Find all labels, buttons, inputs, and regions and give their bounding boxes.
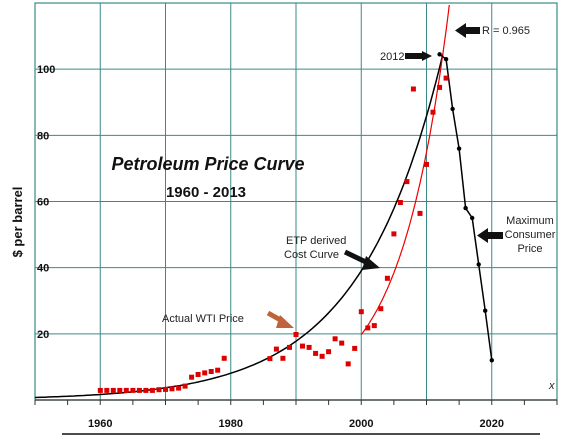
wti-price-point <box>110 387 116 393</box>
arrow-2012 <box>405 51 432 61</box>
wti-price-point <box>182 383 188 389</box>
y-tick-label: 100 <box>37 64 55 76</box>
wti-price-point <box>117 387 123 393</box>
wti-price-point <box>384 275 390 281</box>
y-tick-label: 40 <box>37 263 49 275</box>
wti-price-point <box>443 75 449 81</box>
wti-price-point <box>208 369 214 374</box>
wti-price-point <box>424 161 429 167</box>
wti-price-point <box>143 387 149 393</box>
annotation-actual-wti: Actual WTI Price <box>162 313 244 325</box>
cost-curve-point <box>456 146 462 151</box>
y-tick-label: 80 <box>37 130 49 142</box>
wti-price-point <box>365 325 371 331</box>
annotation-r-value: R = 0.965 <box>482 25 530 37</box>
wti-price-point <box>345 361 351 367</box>
wti-price-point <box>332 336 338 342</box>
wti-price-point <box>397 200 403 205</box>
cost-curve-point <box>443 57 449 62</box>
arrow-cost-curve <box>343 249 380 270</box>
wti-price-point <box>293 332 299 337</box>
etp-cost-curve <box>34 54 444 399</box>
chart-subtitle: 1960 - 2013 <box>166 184 246 201</box>
wti-price-point <box>104 387 110 393</box>
wti-price-point <box>221 355 227 361</box>
axes <box>34 399 558 435</box>
annotation-maximum: Maximum <box>506 215 554 227</box>
x-tick-label: 1980 <box>219 418 243 430</box>
wti-price-point <box>378 306 384 312</box>
wti-price-point <box>156 387 162 393</box>
wti-price-point <box>97 387 103 393</box>
wti-price-point <box>136 387 142 393</box>
y-axis-label: $ per barrel <box>10 187 25 258</box>
wti-price-point <box>326 349 332 355</box>
wti-price-point <box>195 372 201 377</box>
cost-curve-point <box>483 308 488 313</box>
cost-curve-point <box>450 106 455 112</box>
wti-price-point <box>130 387 136 393</box>
wti-price-point <box>273 346 279 352</box>
wti-price-point <box>169 386 175 392</box>
x-tick-label: 1960 <box>88 418 112 430</box>
x-tick-label: 2020 <box>480 418 504 430</box>
fit-curve <box>360 4 450 336</box>
cost-curve-point <box>463 205 468 211</box>
arrow-r-value <box>455 23 480 38</box>
wti-price-point <box>339 340 345 346</box>
wti-price-point <box>371 323 377 329</box>
wti-price-point <box>417 210 423 216</box>
wti-price-point <box>410 86 416 92</box>
wti-price-point <box>123 387 129 393</box>
annotation-price: Price <box>517 243 542 255</box>
wti-price-point <box>280 355 286 361</box>
wti-price-point <box>319 353 325 359</box>
cost-curve-point <box>470 215 475 221</box>
wti-price-point <box>287 344 292 350</box>
cost-curve-point <box>489 358 494 363</box>
cost-curve-point <box>437 52 442 57</box>
arrow-actual-wti <box>266 310 294 328</box>
data-points <box>97 52 494 393</box>
wti-price-point <box>215 367 221 373</box>
wti-price-point <box>202 370 208 376</box>
wti-price-point <box>306 344 312 350</box>
annotation-etp-derived: ETP derived <box>286 235 346 247</box>
x-axis-marker: x <box>548 380 555 392</box>
annotation-consumer: Consumer <box>505 229 556 241</box>
wti-price-point <box>358 309 364 315</box>
wti-price-point <box>176 385 182 391</box>
wti-price-point <box>267 356 273 362</box>
wti-price-point <box>404 179 410 185</box>
arrow-max-consumer <box>477 228 503 243</box>
wti-price-point <box>430 109 436 115</box>
annotation-2012: 2012 <box>380 51 404 63</box>
wti-price-point <box>313 350 319 356</box>
x-tick-label: 2000 <box>349 418 373 430</box>
chart-title: Petroleum Price Curve <box>111 154 304 174</box>
wti-price-point <box>437 84 443 90</box>
cost-curve-point <box>476 262 481 267</box>
y-tick-label: 20 <box>37 329 49 341</box>
wti-price-point <box>189 374 195 380</box>
wti-price-point <box>391 231 397 237</box>
y-tick-label: 60 <box>37 197 49 209</box>
wti-price-point <box>149 387 155 393</box>
annotation-cost-curve: Cost Curve <box>284 249 339 261</box>
wti-price-point <box>163 386 168 392</box>
wti-price-point <box>352 345 358 351</box>
wti-price-point <box>300 343 305 349</box>
